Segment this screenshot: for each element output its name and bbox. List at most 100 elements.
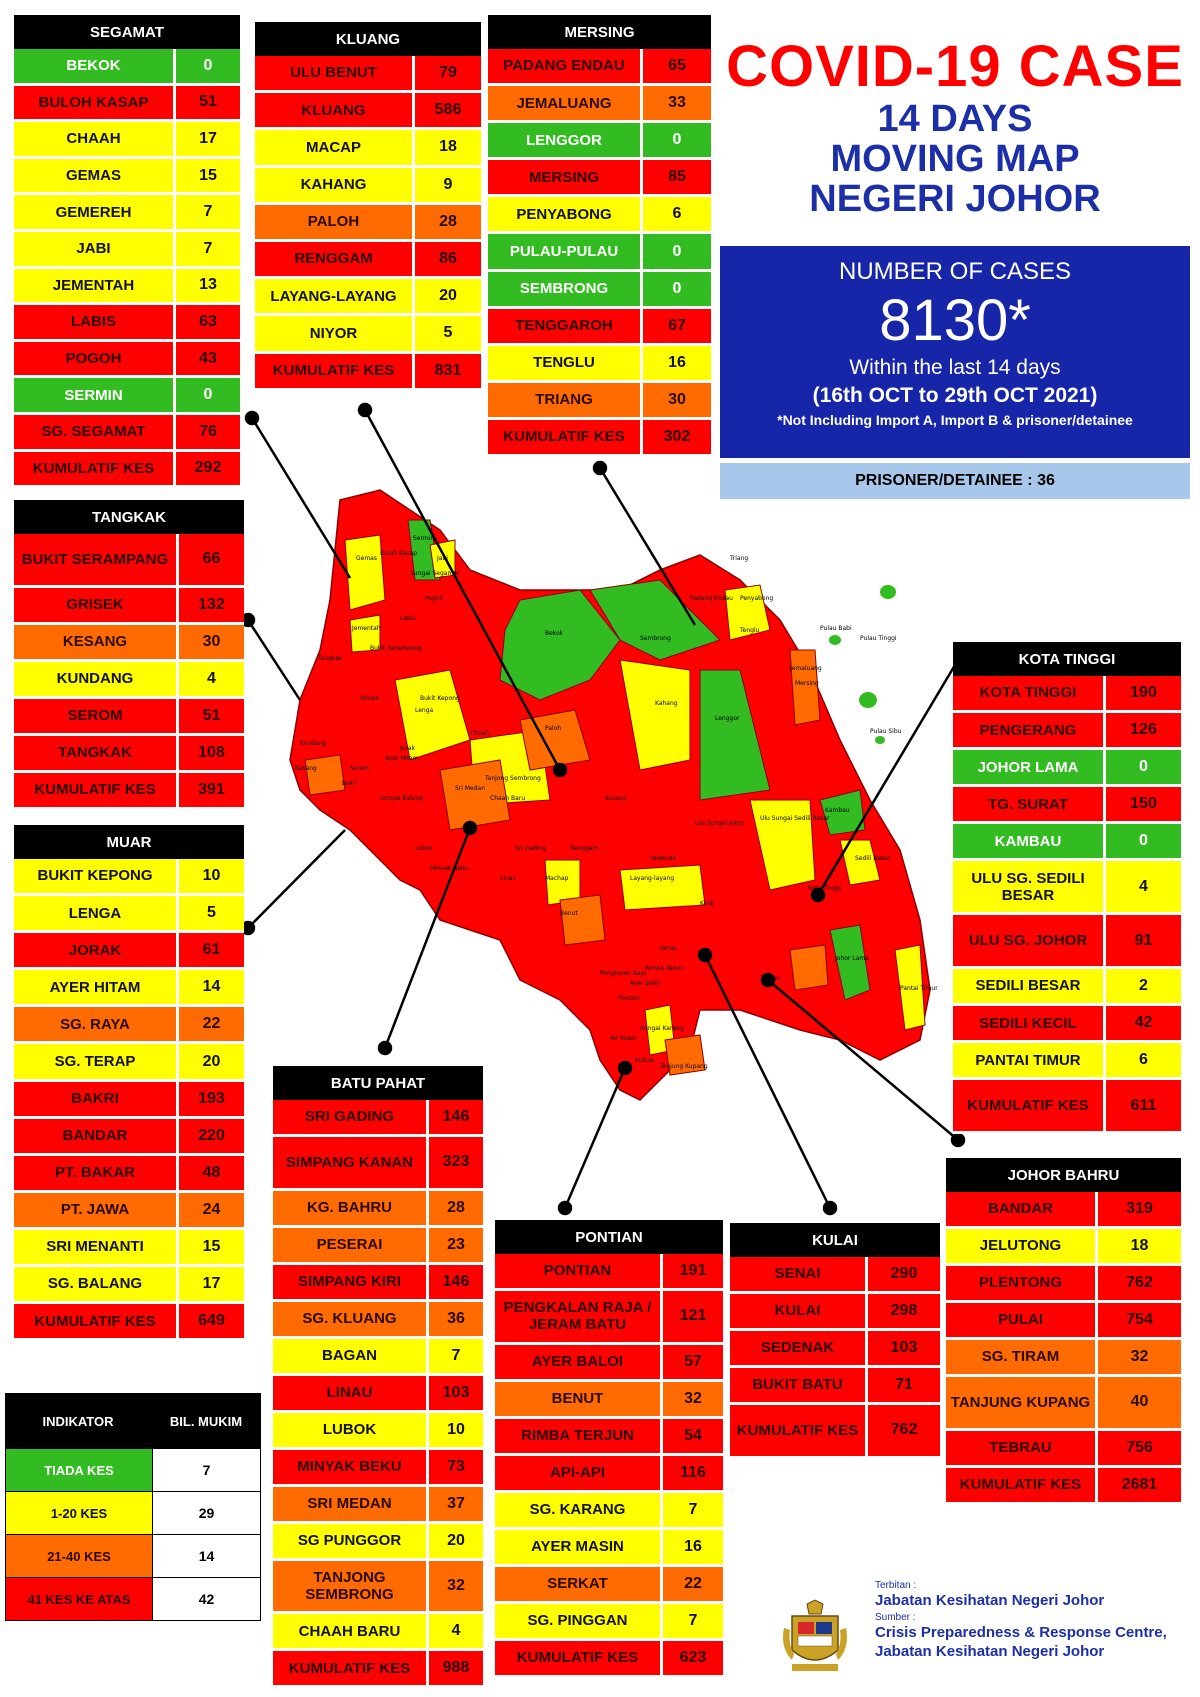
source-line-2: Jabatan Kesihatan Negeri Johor xyxy=(875,1643,1105,1660)
mukim-case-count: 18 xyxy=(439,138,457,156)
title-block: COVID-19 CASE 14 DAYS MOVING MAP NEGERI … xyxy=(720,35,1190,220)
mukim-case-count: 30 xyxy=(202,632,221,650)
mukim-case-count: 190 xyxy=(1130,684,1157,702)
mukim-case-count: 48 xyxy=(202,1163,221,1181)
map-region-tj-kupang xyxy=(664,1034,706,1076)
mukim-name: ULU SG. SEDILI BESAR xyxy=(953,861,1106,913)
mukim-name: POGOH xyxy=(14,341,176,376)
cases-label: NUMBER OF CASES xyxy=(838,258,1072,285)
mukim-name: SG. SEGAMAT xyxy=(14,414,176,449)
mukim-row: BUKIT KEPONG 10 xyxy=(14,859,244,897)
mukim-name: MACAP xyxy=(255,130,415,165)
mukim-row: PONTIAN 191 xyxy=(495,1254,723,1291)
mukim-row: KUNDANG 4 xyxy=(14,661,244,699)
mukim-row: SIMPANG KANAN 323 xyxy=(273,1137,483,1191)
map-place-label: Senai xyxy=(660,945,677,952)
map-region-layang xyxy=(619,864,706,911)
mukim-name: SEDENAK xyxy=(730,1331,868,1365)
mukim-case-count: 988 xyxy=(442,1659,470,1677)
credit-text: Terbitan : Jabatan Kesihatan Negeri Joho… xyxy=(875,1580,1167,1661)
mukim-name: KUMULATIF KES xyxy=(488,419,643,455)
mukim-row: SG. KLUANG 36 xyxy=(273,1301,483,1339)
mukim-name: BUKIT BATU xyxy=(730,1368,868,1402)
mukim-name: SRI MEDAN xyxy=(273,1486,429,1521)
mukim-name: SIMPANG KIRI xyxy=(273,1264,429,1299)
mukim-name: BANDAR xyxy=(14,1118,179,1153)
mukim-case-count: 0 xyxy=(1139,832,1148,850)
district-total-row: KUMULATIF KES 2681 xyxy=(946,1467,1181,1505)
mukim-case-count: 0 xyxy=(672,131,682,149)
mukim-row: BUKIT SERAMPANG 66 xyxy=(14,534,244,588)
mukim-name: KUMULATIF KES xyxy=(14,1304,179,1339)
mukim-name: KUNDANG xyxy=(14,661,179,696)
mukim-case-count: 20 xyxy=(439,287,457,305)
mukim-name: SG. RAYA xyxy=(14,1007,179,1042)
mukim-row: SG. TIRAM 32 xyxy=(946,1340,1181,1377)
connector-batu-pahat xyxy=(383,827,472,1049)
mukim-name: SG. TERAP xyxy=(14,1044,179,1079)
mukim-row: KESANG 30 xyxy=(14,624,244,662)
mukim-case-count: 126 xyxy=(1130,721,1157,739)
map-place-label: Jementah xyxy=(351,625,381,632)
mukim-row: PLENTONG 762 xyxy=(946,1266,1181,1303)
mukim-row: PT. BAKAR 48 xyxy=(14,1155,244,1193)
district-title: JOHOR BAHRU xyxy=(946,1158,1181,1192)
connector-kota-tinggi xyxy=(816,664,957,896)
mukim-name: PANTAI TIMUR xyxy=(953,1043,1106,1078)
mukim-row: PENYABONG 6 xyxy=(488,197,711,235)
legend-row: TIADA KES 7 xyxy=(5,1449,261,1492)
legend-row: 41 KES KE ATAS 42 xyxy=(5,1578,261,1621)
mukim-case-count: 150 xyxy=(1130,795,1157,813)
map-place-label: Chaah xyxy=(470,730,489,737)
mukim-row: BENUT 32 xyxy=(495,1381,723,1419)
mukim-name: PULAI xyxy=(946,1303,1098,1337)
mukim-name: CHAAH BARU xyxy=(273,1614,429,1649)
map-region-sembrong xyxy=(589,579,721,661)
mukim-case-count: 57 xyxy=(684,1352,702,1370)
district-panel-tangkak: TANGKAK BUKIT SERAMPANG 66 GRISEK 132 KESANG 3… xyxy=(14,500,244,810)
mukim-row: TANGKAK 108 xyxy=(14,735,244,773)
mukim-case-count: 586 xyxy=(434,101,462,119)
map-place-label: Gemas xyxy=(356,555,377,562)
district-panel-kulai: KULAI SENAI 290 KULAI 298 SEDENAK 103 BUKIT BAT… xyxy=(730,1223,940,1459)
map-place-label: Johor Lama xyxy=(834,955,869,962)
mukim-case-count: 7 xyxy=(688,1500,698,1518)
legend-indicator: 21-40 KES xyxy=(6,1535,152,1577)
mukim-row: KOTA TINGGI 190 xyxy=(953,676,1181,714)
map-place-label: Serom xyxy=(350,765,370,772)
mukim-row: KLUANG 586 xyxy=(255,93,481,131)
district-title: TANGKAK xyxy=(14,500,244,534)
district-total-row: KUMULATIF KES 292 xyxy=(14,451,240,489)
mukim-name: BUKIT SERAMPANG xyxy=(14,534,179,585)
mukim-row: MERSING 85 xyxy=(488,160,711,198)
connector-segamat xyxy=(250,417,352,579)
mukim-row: BANDAR 319 xyxy=(946,1192,1181,1229)
legend-mukim-count: 7 xyxy=(152,1449,260,1491)
mukim-case-count: 108 xyxy=(198,743,225,761)
map-island-pulau-tinggi-2 xyxy=(859,692,877,708)
mukim-case-count: 17 xyxy=(199,129,217,147)
mukim-name: KUMULATIF KES xyxy=(255,353,415,388)
mukim-name: AYER HITAM xyxy=(14,970,179,1005)
map-region-pantai-timur xyxy=(894,944,926,1031)
mukim-case-count: 42 xyxy=(1134,1014,1153,1032)
mukim-case-count: 15 xyxy=(199,166,217,184)
mukim-row: KAMBAU 0 xyxy=(953,824,1181,862)
mukim-case-count: 298 xyxy=(890,1302,918,1319)
mukim-case-count: 32 xyxy=(447,1576,465,1594)
mukim-case-count: 116 xyxy=(680,1463,706,1481)
mukim-case-count: 32 xyxy=(1130,1348,1149,1365)
mukim-row: KG. BAHRU 28 xyxy=(273,1190,483,1228)
mukim-case-count: 0 xyxy=(1139,758,1148,776)
mukim-name: RENGGAM xyxy=(255,241,415,277)
mukim-name: PT. JAWA xyxy=(14,1192,179,1227)
mukim-row: BAKRI 193 xyxy=(14,1081,244,1119)
mukim-case-count: 22 xyxy=(202,1015,221,1033)
mukim-case-count: 66 xyxy=(202,550,221,568)
mukim-row: SEDILI BESAR 2 xyxy=(953,969,1181,1007)
map-region-jementah xyxy=(349,614,381,653)
mukim-case-count: 51 xyxy=(199,93,217,111)
mukim-case-count: 43 xyxy=(199,349,217,367)
map-place-label: Tebrau xyxy=(759,975,780,982)
map-place-label: Kota Tinggi xyxy=(808,885,842,892)
